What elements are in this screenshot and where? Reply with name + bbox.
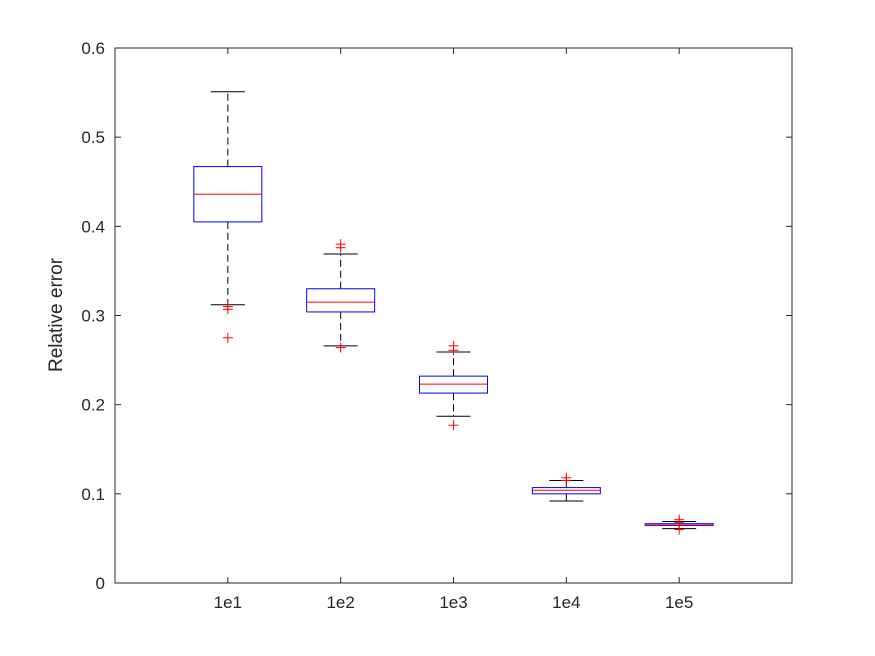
- box-group-1e3: [419, 340, 488, 431]
- y-tick-label: 0.2: [81, 396, 105, 415]
- x-tick-label: 1e2: [326, 593, 354, 612]
- x-tick-label: 1e4: [552, 593, 580, 612]
- box-group-1e4: [531, 472, 601, 502]
- y-tick-label: 0.1: [81, 485, 105, 504]
- y-tick-label: 0: [96, 574, 105, 593]
- x-tick-label: 1e5: [665, 593, 693, 612]
- outlier-marker: [561, 475, 572, 486]
- y-tick-label: 0.6: [81, 39, 105, 58]
- x-tick-label: 1e3: [439, 593, 467, 612]
- y-axis-ticks: 0 0.1 0.2 0.3 0.4 0.5 0.6: [81, 39, 792, 593]
- plot-area: [193, 91, 714, 535]
- box-group-1e5: [644, 514, 714, 535]
- box-group-1e2: [306, 239, 376, 353]
- x-axis-ticks: 1e1 1e2 1e3 1e4 1e5: [214, 48, 693, 612]
- x-tick-label: 1e1: [214, 593, 242, 612]
- y-tick-label: 0.4: [81, 217, 105, 236]
- y-tick-label: 0.5: [81, 128, 105, 147]
- box-group-1e1: [193, 91, 263, 343]
- y-tick-label: 0.3: [81, 307, 105, 326]
- outlier-marker: [222, 332, 233, 343]
- outlier-marker: [335, 242, 346, 253]
- y-axis-label: Relative error: [46, 257, 67, 372]
- outlier-marker: [448, 345, 459, 356]
- outlier-marker: [335, 342, 346, 353]
- outlier-marker: [674, 524, 685, 535]
- box-iqr: [306, 288, 376, 313]
- outlier-marker: [222, 304, 233, 315]
- outlier-marker: [448, 420, 459, 431]
